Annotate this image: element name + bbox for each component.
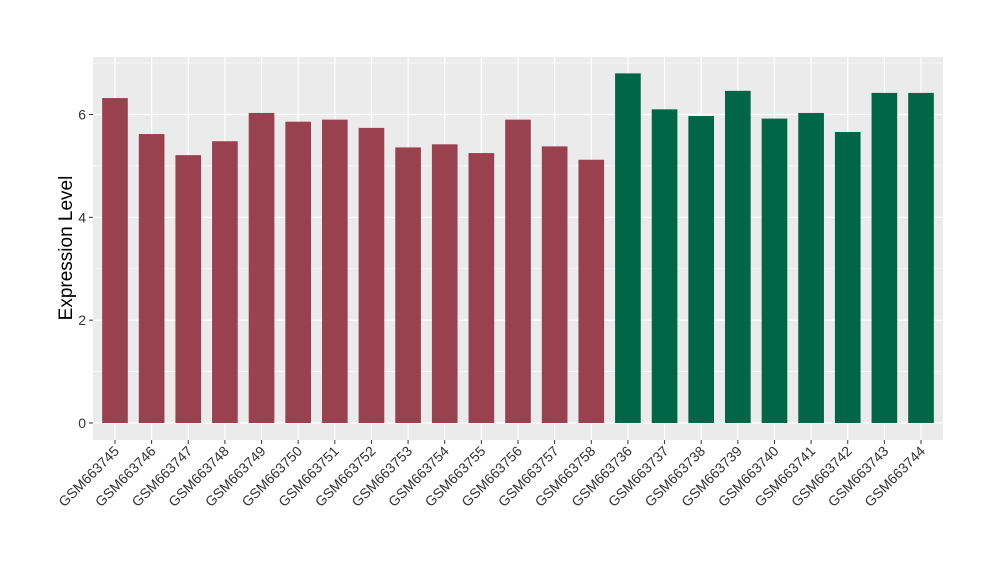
bar bbox=[761, 118, 788, 423]
bar bbox=[248, 112, 275, 424]
bar bbox=[798, 112, 824, 424]
bar bbox=[541, 146, 568, 423]
bar bbox=[651, 109, 678, 423]
bar bbox=[834, 131, 861, 423]
bar bbox=[175, 155, 202, 423]
bar bbox=[102, 98, 128, 424]
bar bbox=[468, 153, 495, 423]
bar bbox=[871, 92, 898, 423]
bar bbox=[688, 116, 715, 423]
bar bbox=[505, 119, 531, 424]
bar bbox=[431, 144, 458, 424]
y-axis: 0 2 4 6 bbox=[78, 107, 93, 431]
bar bbox=[725, 90, 751, 424]
y-tick-label: 6 bbox=[78, 107, 86, 123]
x-axis: GSM663745GSM663746GSM663747GSM663748GSM6… bbox=[55, 440, 928, 510]
y-tick-label: 2 bbox=[78, 312, 86, 328]
bar bbox=[212, 141, 238, 423]
bars bbox=[102, 73, 934, 424]
bar bbox=[285, 121, 311, 423]
y-axis-label: Expression Level bbox=[56, 176, 77, 321]
y-tick-label: 4 bbox=[78, 209, 86, 225]
bar bbox=[358, 127, 385, 423]
bar bbox=[395, 147, 421, 423]
y-tick-label: 0 bbox=[78, 415, 86, 431]
bar bbox=[908, 92, 934, 423]
bar bbox=[321, 119, 348, 424]
bar bbox=[578, 159, 605, 423]
bar bbox=[138, 134, 165, 423]
bar bbox=[615, 73, 641, 423]
